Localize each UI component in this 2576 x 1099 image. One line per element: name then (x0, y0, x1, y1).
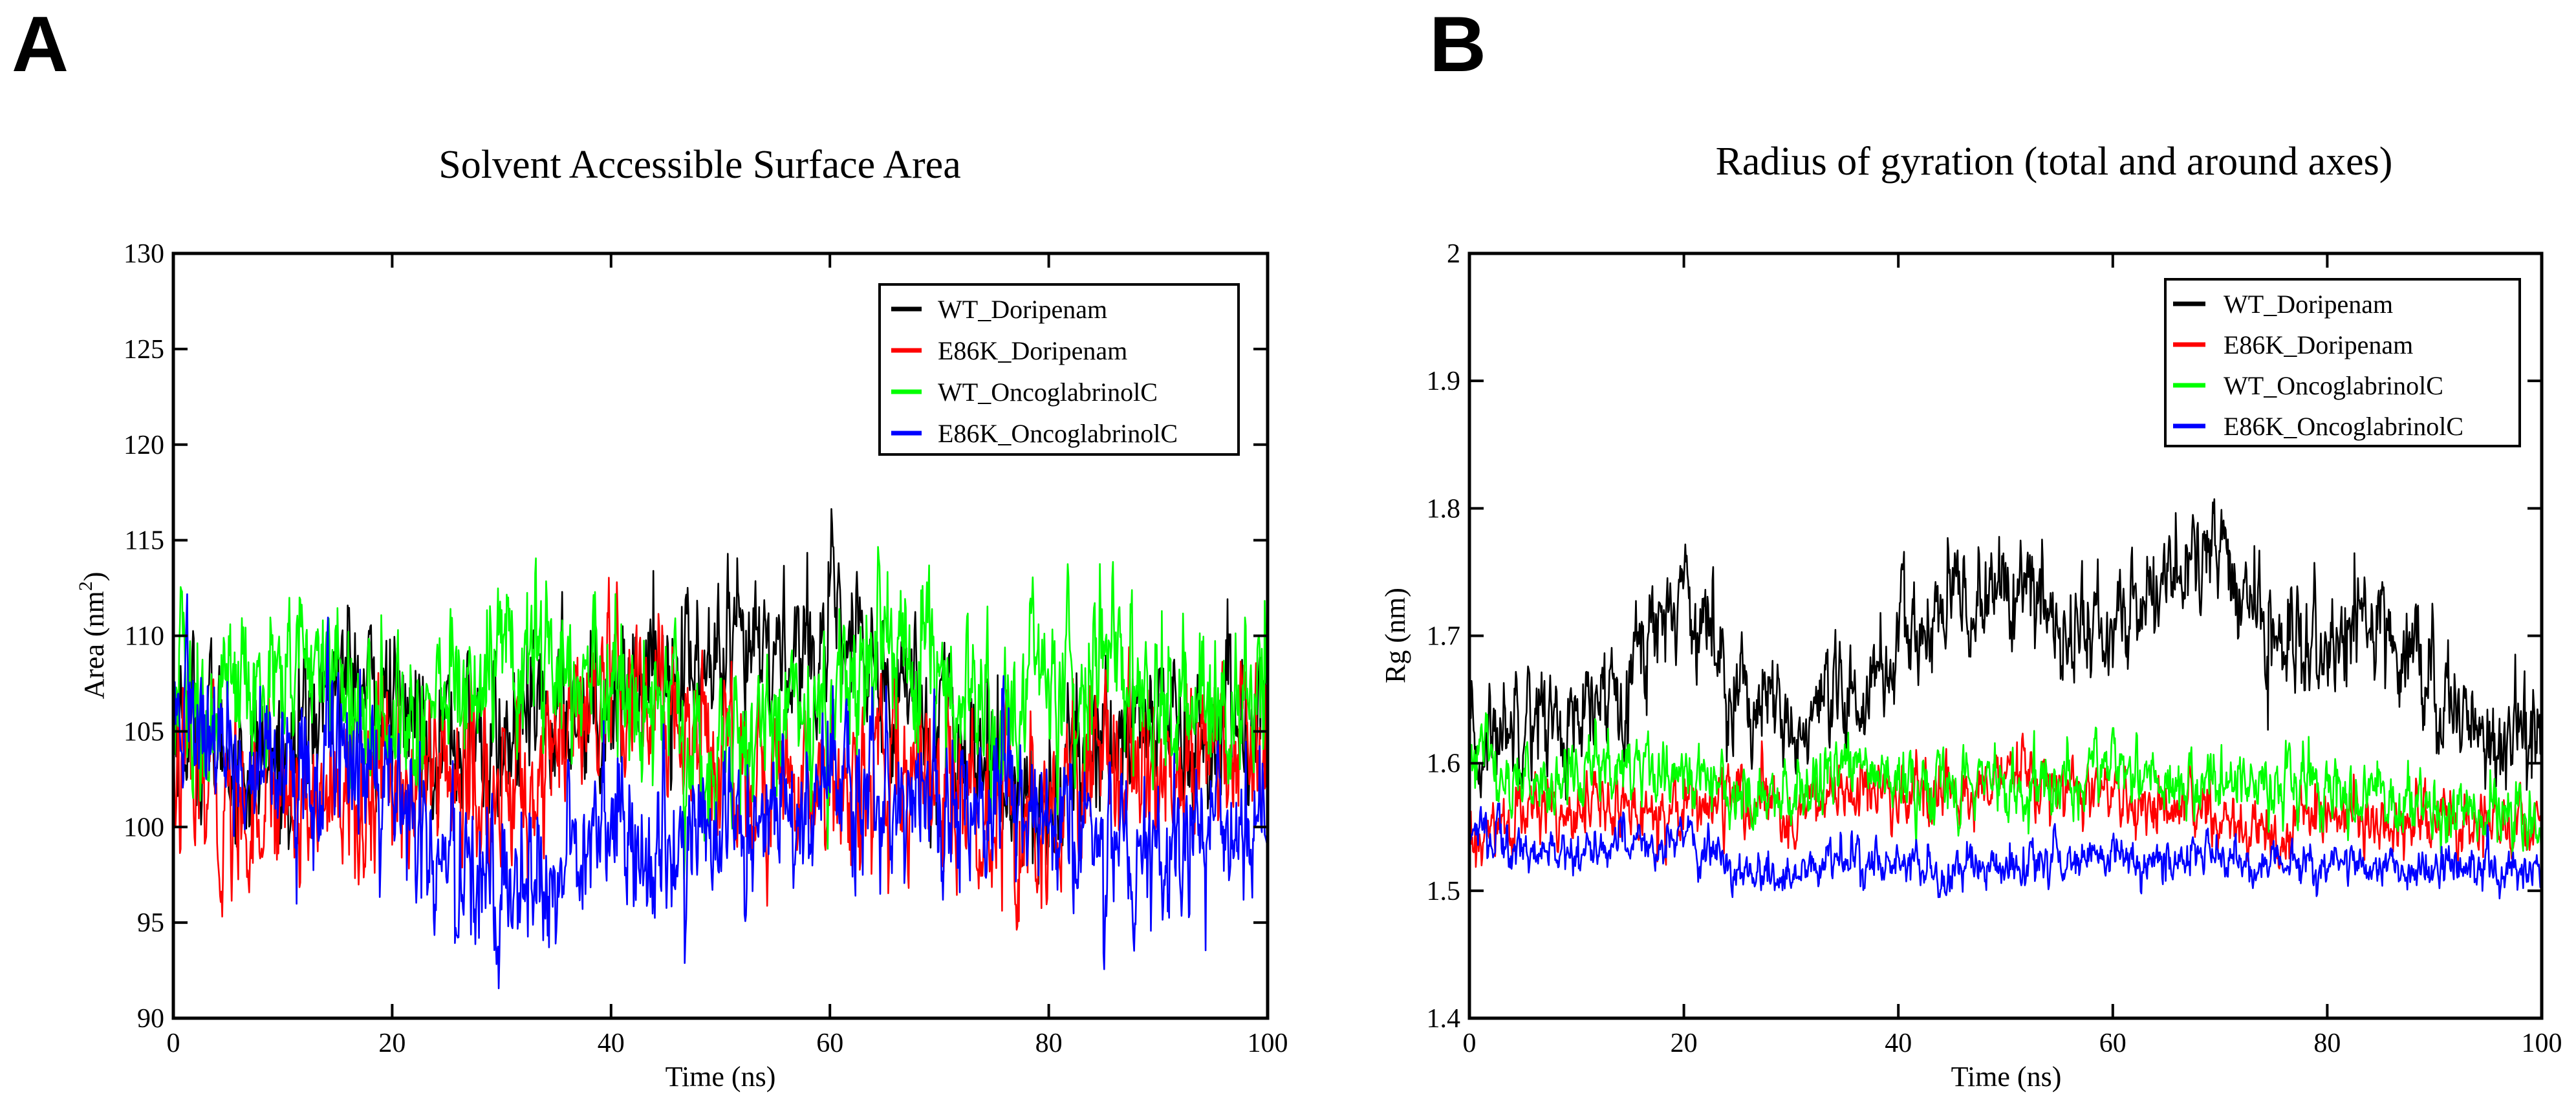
chart-b-ytick-label: 2 (1447, 239, 1460, 269)
chart-a-ytick-label: 100 (124, 813, 164, 842)
chart-a-xtick-label: 60 (816, 1029, 843, 1058)
legend-a-label-wt-doripenam: WT_Doripenam (938, 295, 1107, 324)
chart-a-legend: WT_Doripenam E86K_Doripenam WT_Oncoglabr… (878, 283, 1240, 456)
chart-a-series-e86k-doripenam (172, 577, 1269, 931)
chart-b-xtick-label: 60 (2099, 1029, 2127, 1058)
chart-b-xtick-label: 100 (2522, 1029, 2562, 1058)
chart-a-title: Solvent Accessible Surface Area (438, 143, 960, 187)
chart-a-ytick-label: 110 (125, 622, 164, 652)
chart-b-legend-box (2164, 278, 2521, 447)
chart-a-ytick-label: 115 (125, 526, 164, 556)
chart-b-series-group (1468, 498, 2543, 900)
chart-a-xtick-label: 20 (378, 1029, 406, 1058)
chart-a-ytick-label: 105 (124, 717, 164, 747)
legend-a-label-wt-oncoglabrinolc: WT_OncoglabrinolC (938, 378, 1158, 407)
chart-a-ytick-label: 120 (124, 431, 164, 460)
chart-b-xtick-label: 0 (1463, 1029, 1477, 1058)
chart-a-ylabel-sup: 2 (75, 581, 96, 591)
chart-b-ylabel: Rg (nm) (1380, 588, 1411, 683)
chart-b-xtick-label: 20 (1671, 1029, 1698, 1058)
chart-b-series-wt-doripenam (1468, 498, 2543, 801)
chart-a-ytick-label: 125 (124, 335, 164, 365)
legend-a-label-e86k-oncoglabrinolc: E86K_OncoglabrinolC (938, 419, 1178, 448)
chart-a-ylabel-main: Area (nm (78, 591, 110, 699)
chart-b-title: Radius of gyration (total and around axe… (1716, 140, 2393, 184)
chart-b-series-wt-oncoglabrinolc (1468, 712, 2543, 857)
chart-b-xtick-label: 40 (1885, 1029, 1912, 1058)
chart-a-xlabel: Time (ns) (666, 1061, 776, 1093)
chart-b-ytick-label: 1.6 (1427, 749, 1461, 779)
legend-b-label-wt-doripenam: WT_Doripenam (2224, 290, 2393, 319)
panel-label-a: A (12, 0, 69, 88)
chart-a-xtick-label: 0 (167, 1029, 180, 1058)
chart-a-xtick-label: 100 (1248, 1029, 1288, 1058)
chart-b-ytick-label: 1.9 (1427, 367, 1461, 396)
chart-b-legend: WT_Doripenam E86K_Doripenam WT_Oncoglabr… (2164, 278, 2521, 447)
chart-b-ytick-label: 1.5 (1427, 877, 1461, 906)
legend-b-label-e86k-oncoglabrinolc: E86K_OncoglabrinolC (2224, 412, 2463, 441)
chart-b-ytick-label: 1.4 (1427, 1004, 1461, 1034)
chart-a-ytick-label: 95 (137, 908, 164, 938)
chart-a: Solvent Accessible Surface Area 0 20 40 60 8… (75, 143, 1288, 1093)
legend-b-label-wt-oncoglabrinolc: WT_OncoglabrinolC (2224, 371, 2443, 400)
chart-a-xtick-label: 40 (598, 1029, 625, 1058)
legend-b-label-e86k-doripenam: E86K_Doripenam (2224, 330, 2413, 359)
chart-a-ytick-label: 130 (124, 239, 164, 269)
chart-a-series-wt-oncoglabrinolc (172, 546, 1269, 880)
chart-a-series-e86k-oncoglabrinolc (172, 593, 1269, 990)
chart-a-xtick-label: 80 (1035, 1029, 1063, 1058)
panel-label-b: B (1429, 0, 1486, 88)
chart-b-ytick-label: 1.7 (1427, 622, 1461, 652)
chart-a-ytick-label: 90 (137, 1004, 164, 1034)
chart-b-xtick-label: 80 (2313, 1029, 2341, 1058)
chart-b-series-e86k-oncoglabrinolc (1468, 802, 2543, 900)
legend-a-label-e86k-doripenam: E86K_Doripenam (938, 336, 1127, 365)
chart-b-ytick-label: 1.8 (1427, 494, 1461, 524)
chart-a-ylabel-close: ) (78, 571, 110, 581)
chart-a-legend-box (878, 283, 1240, 456)
chart-a-series-group (172, 507, 1269, 990)
chart-b-series-e86k-doripenam (1468, 732, 2542, 870)
chart-b: Radius of gyration (total and around axe… (1380, 140, 2562, 1093)
chart-b-xlabel: Time (ns) (1951, 1061, 2062, 1093)
chart-a-ylabel: Area (nm2) (75, 571, 110, 699)
